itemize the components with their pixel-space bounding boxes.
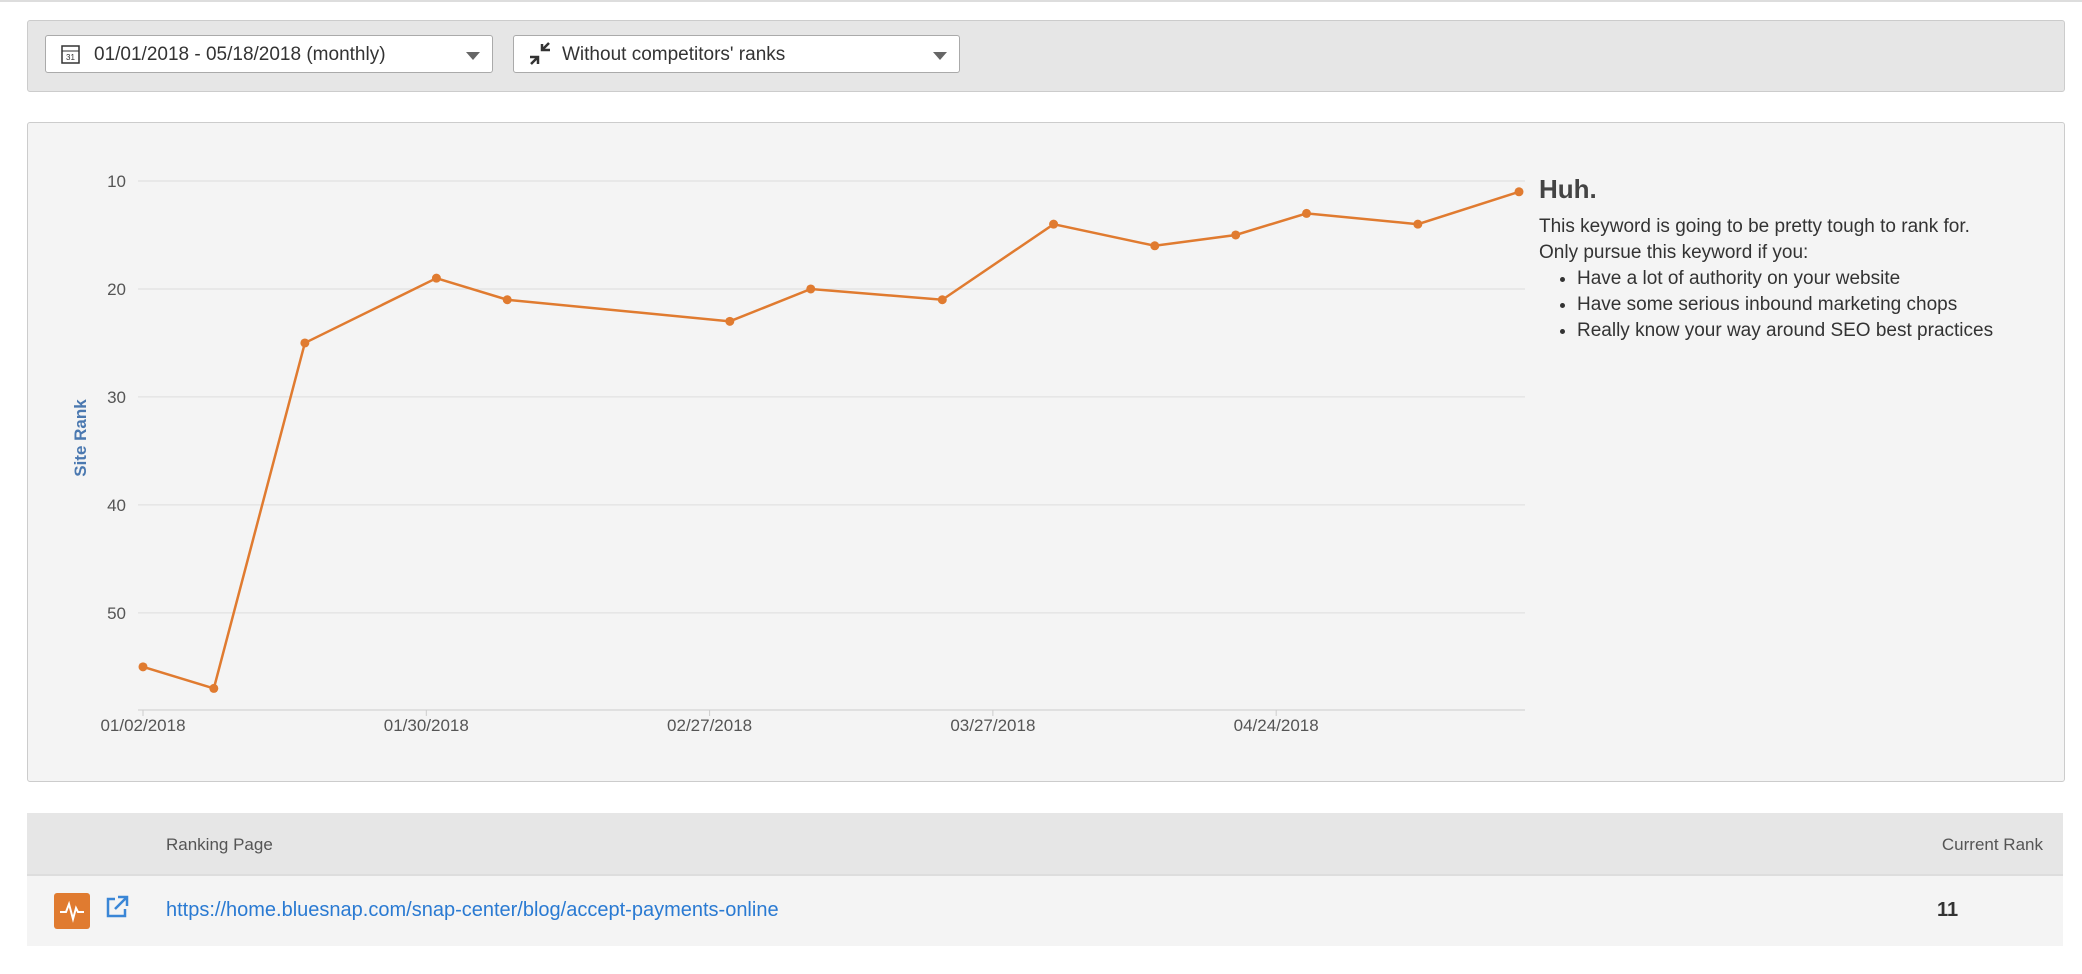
data-point [1150, 241, 1160, 251]
note: Huh. This keyword is going to be pretty … [1539, 176, 2049, 344]
data-point [300, 338, 310, 348]
header-cell: Ranking Page [166, 835, 273, 854]
y-tick-label: 10 [107, 172, 126, 191]
data-point [1302, 208, 1312, 218]
table-header: Ranking Page Current Rank [27, 813, 2063, 876]
note-line: Only pursue this keyword if you: [1539, 242, 1809, 263]
x-tick-label: 04/24/2018 [1234, 716, 1319, 735]
table-row: https://home.bluesnap.com/snap-center/bl… [27, 876, 2063, 946]
data-point [725, 316, 735, 326]
header-cell: Current Rank [1941, 835, 2043, 854]
page-link[interactable]: https://home.bluesnap.com/snap-center/bl… [166, 899, 779, 921]
date-dropdown[interactable]: 31 01/01/2018 - 05/18/2018 (monthly) [45, 35, 493, 73]
data-point [937, 295, 947, 305]
pulse-icon [60, 900, 84, 923]
divider [0, 0, 2082, 2]
note-bullet: Have a lot of authority on your website [1577, 266, 2049, 292]
data-point [1049, 219, 1059, 229]
x-tick-label: 03/27/2018 [950, 716, 1035, 735]
data-point [502, 295, 512, 305]
calendar-icon: 31 [61, 45, 80, 64]
x-tick-label: 01/30/2018 [384, 716, 469, 735]
compare-icon [530, 42, 550, 65]
note-bullet: Really know your way around SEO best pra… [1577, 318, 2049, 344]
data-point [1514, 187, 1524, 197]
data-point [209, 683, 219, 693]
y-tick-label: 50 [107, 604, 126, 623]
data-point [431, 273, 441, 283]
chart-panel [27, 122, 2065, 782]
data-point [1413, 219, 1423, 229]
competitor-dropdown[interactable]: Without competitors' ranks [513, 35, 960, 73]
x-tick-label: 01/02/2018 [100, 716, 185, 735]
note-bullet: Have some serious inbound marketing chop… [1577, 292, 2049, 318]
note-line: This keyword is going to be pretty tough… [1539, 216, 1970, 237]
data-point [806, 284, 816, 294]
svg-text:31: 31 [66, 53, 75, 62]
note-list: Have a lot of authority on your websiteH… [1539, 266, 2049, 344]
note-title: Huh. [1539, 174, 1597, 204]
current-rank: 11 [1937, 899, 1959, 921]
y-axis-label: Site Rank [71, 399, 90, 477]
competitors: Without competitors' ranks [562, 44, 786, 65]
external-link-icon[interactable] [104, 894, 130, 920]
y-tick-label: 30 [107, 388, 126, 407]
chart-button[interactable] [54, 893, 90, 929]
y-tick-label: 40 [107, 496, 126, 515]
date-range: 01/01/2018 - 05/18/2018 (monthly) [94, 44, 386, 65]
data-point [138, 662, 148, 672]
note-text: This keyword is going to be pretty tough… [1539, 214, 2049, 266]
series-line [142, 190, 1520, 690]
x-tick-label: 02/27/2018 [667, 716, 752, 735]
data-point [1231, 230, 1241, 240]
y-tick-label: 20 [107, 280, 126, 299]
